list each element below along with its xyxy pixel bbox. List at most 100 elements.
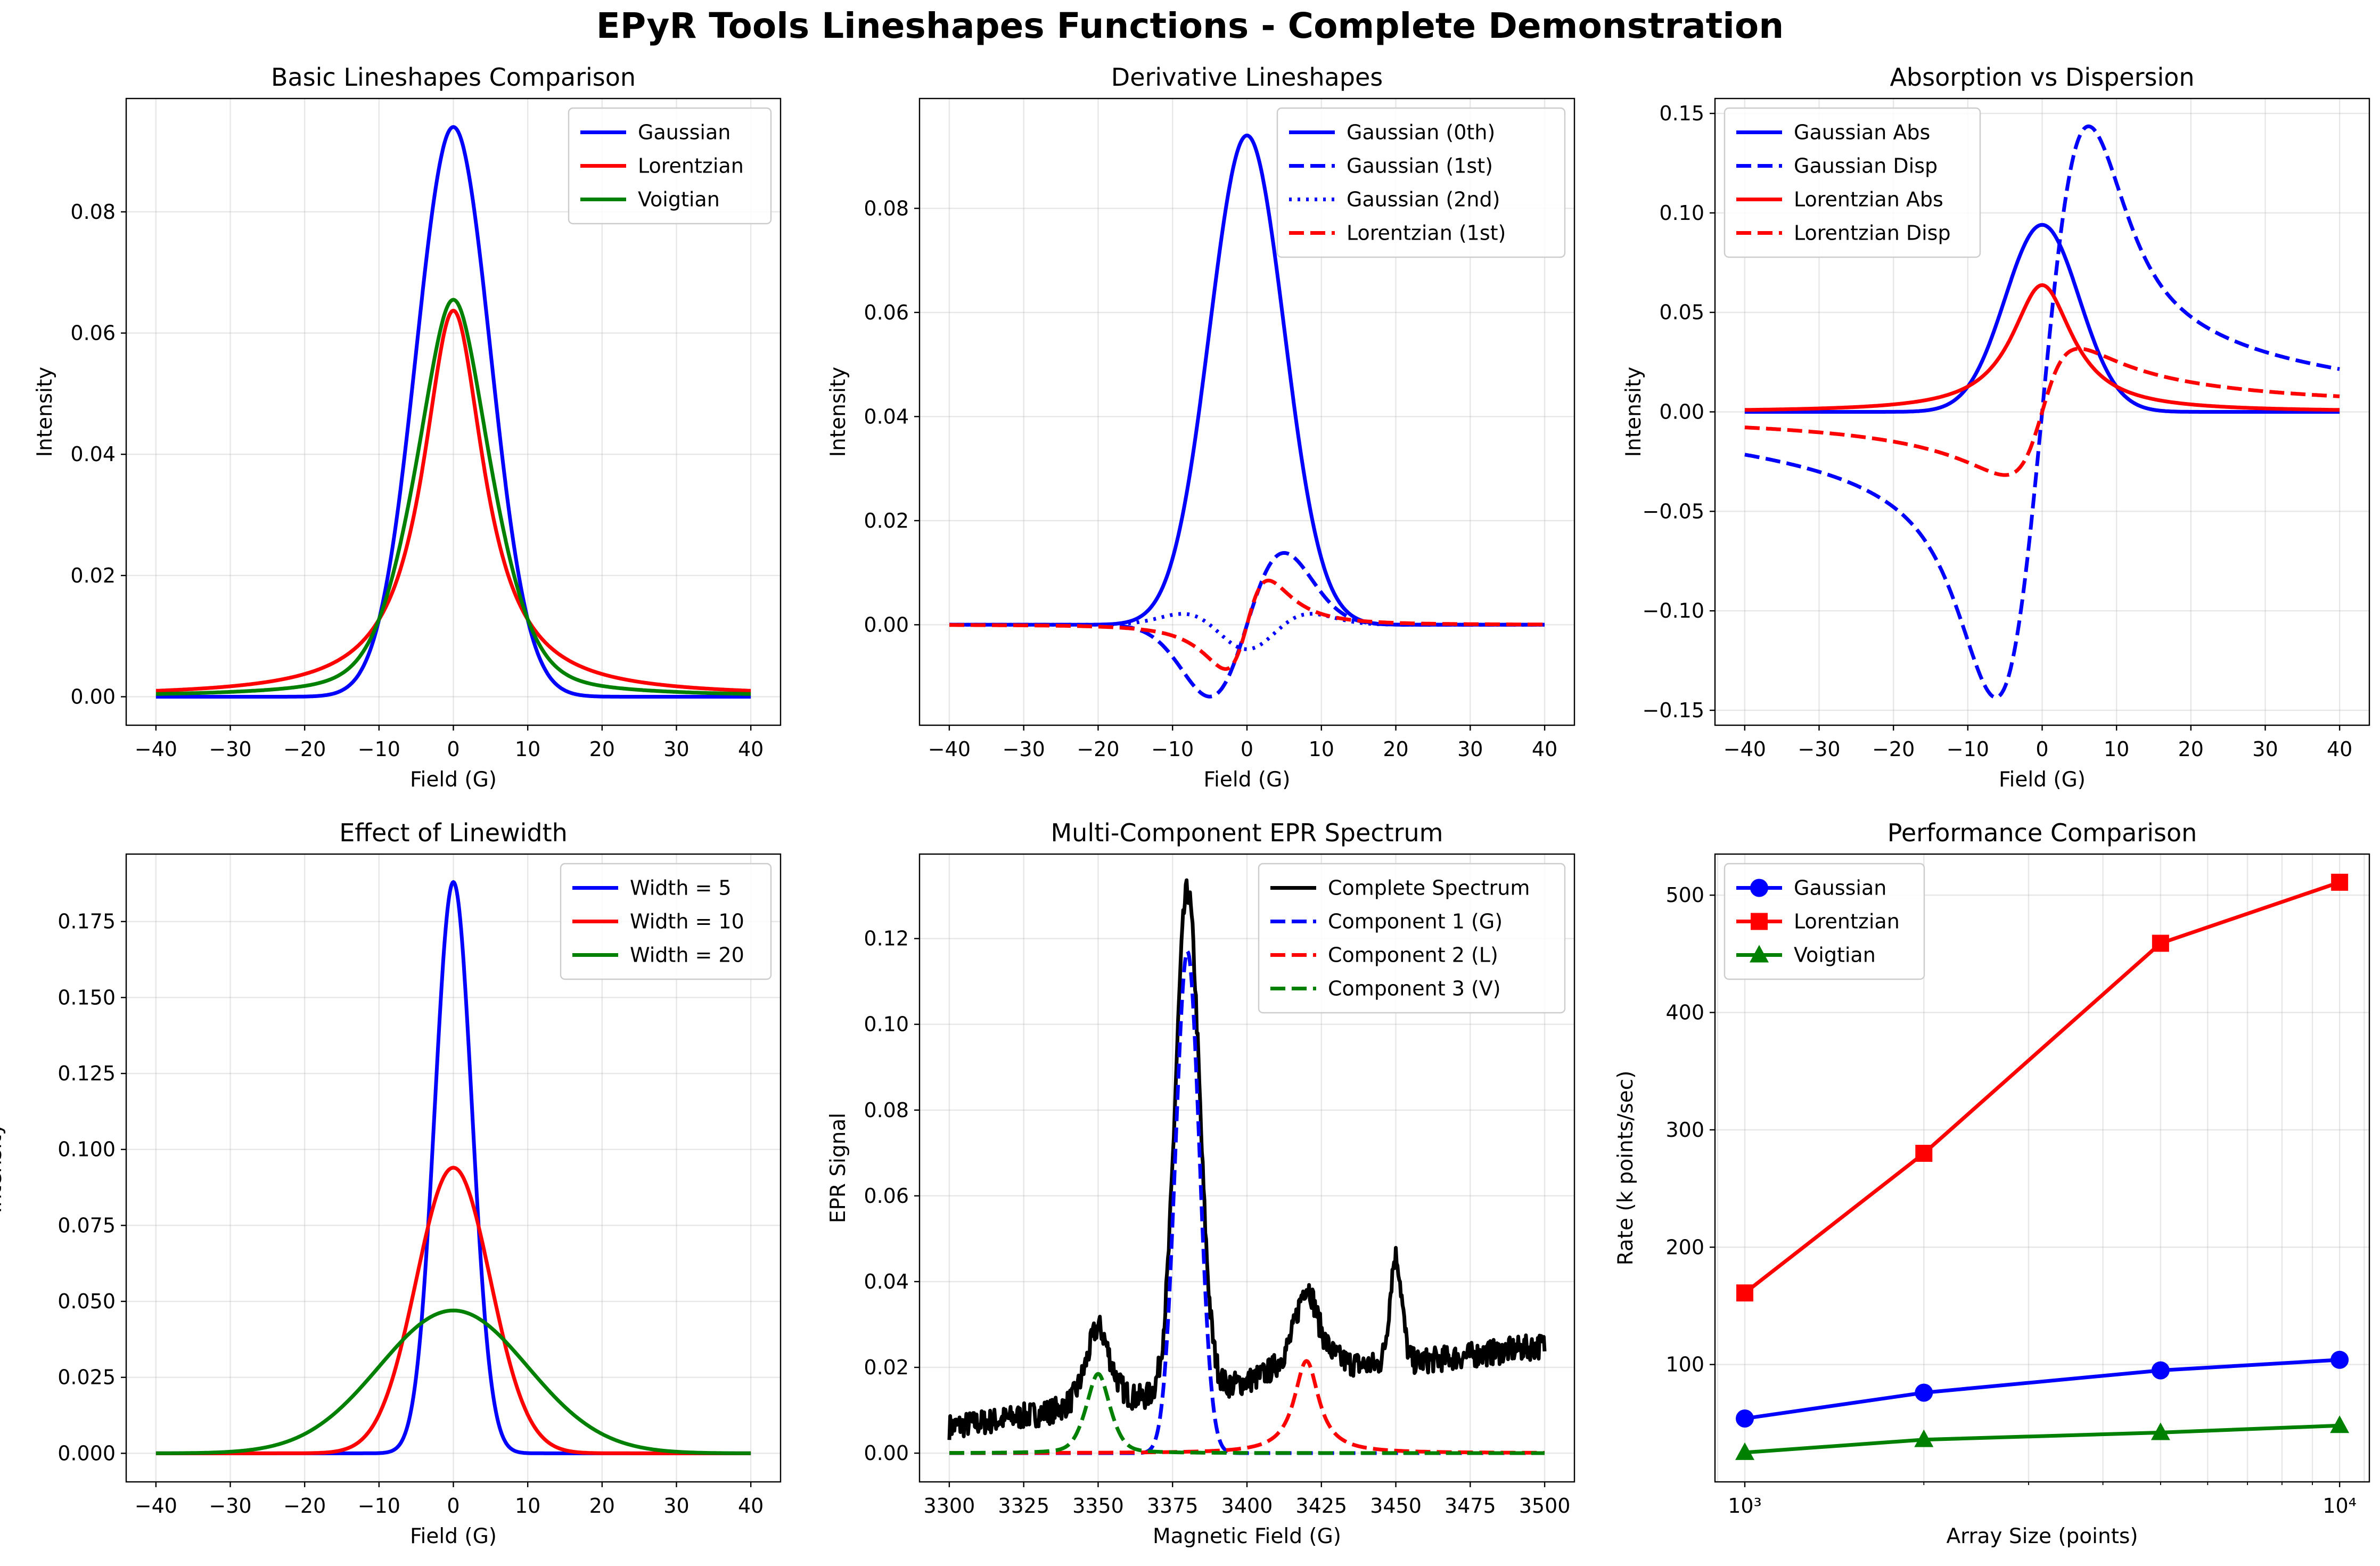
x-tick-label: 0 [2036,737,2048,761]
legend-label: Gaussian Abs [1794,121,1930,144]
x-tick-label: 10 [515,737,540,761]
y-tick-label: 0.000 [58,1441,116,1465]
data-point [1735,1409,1754,1428]
y-tick-label: 0.06 [864,301,909,324]
legend-label: Width = 10 [630,910,744,933]
series-line-1 [1744,1358,2340,1421]
y-tick-label: −0.15 [1643,699,1704,722]
legend-marker [1750,879,1768,897]
x-tick-label: −20 [283,737,326,761]
x-tick-label: −40 [135,1494,177,1518]
x-tick-label: 0 [447,1494,459,1518]
x-tick-label: 30 [663,1494,689,1518]
y-tick-label: 0.04 [864,1270,909,1293]
y-tick-label: 0.00 [864,1441,909,1465]
x-tick-label: −10 [358,1494,400,1518]
subplot-title: Derivative Lineshapes [1111,63,1383,92]
data-point [1736,1284,1753,1302]
x-tick-label: 20 [589,1494,615,1518]
data-point [2331,873,2349,891]
subplot-3: −40 −30 −20 −10 0 10 20 30 40 −0.15 −0.10 −0.05 0.00… [1622,63,2370,792]
subplot-title: Effect of Linewidth [339,818,568,847]
y-tick-label: 0.02 [70,564,116,587]
x-tick-label: 10 [2104,737,2129,761]
x-tick-label: −20 [1077,737,1119,761]
subplot-6: 10³ 10⁴ 100 200 300 400 500 Performance Compari… [1614,818,2370,1548]
x-tick-label: 3325 [998,1494,1049,1518]
legend-frame [560,863,772,980]
y-tick-label: 0.04 [864,405,909,428]
series-line-1 [1744,223,2341,414]
y-tick-label: 0.100 [58,1138,116,1161]
data-point [2151,1422,2170,1440]
series-line-3 [1744,283,2341,412]
subplot-4: −40 −30 −20 −10 0 10 20 30 40 0.000 0.025 0.050 0.07… [0,818,782,1548]
subplot-5: 3300 3325 3350 3375 3400 3425 3450 3475 3500 0.00… [826,818,1575,1548]
y-tick-label: 500 [1665,883,1704,907]
y-tick-label: 0.125 [58,1062,116,1085]
x-tick-label: 3500 [1519,1494,1571,1518]
x-tick-label: −40 [135,737,177,761]
plot-area [1744,124,2341,700]
legend-label: Voigtian [1794,944,1876,967]
x-tick-label: 3375 [1147,1494,1199,1518]
series-line-3 [155,1308,752,1455]
x-tick-label: −10 [1947,737,1989,761]
y-tick-label: 0.08 [864,1098,909,1122]
legend-frame [1724,107,1981,258]
y-tick-label: 0.15 [1659,102,1704,125]
x-tick-label: 30 [1457,737,1483,761]
y-tick-label: 0.02 [864,509,909,532]
series-line-4 [948,1372,1546,1455]
data-point [2330,1350,2349,1369]
legend-label: Width = 5 [630,876,732,900]
legend-frame [1724,863,1925,980]
legend-label: Lorentzian [1794,910,1900,933]
series-line-1 [947,878,1547,1440]
x-tick-label: −40 [928,737,971,761]
subplot-title: Performance Comparison [1887,818,2197,847]
legend: Complete Spectrum Component 1 (G) Componen… [1258,863,1566,1014]
series-line-3 [1744,1423,2340,1455]
subplot-title: Basic Lineshapes Comparison [271,63,636,92]
y-tick-label: 0.06 [70,322,116,345]
x-tick-label: 3475 [1445,1494,1496,1518]
legend-marker [1751,913,1768,930]
x-tick-label: 40 [1532,737,1557,761]
series-line-4 [1744,347,2341,477]
legend-frame [1258,863,1566,1014]
legend-label: Complete Spectrum [1328,876,1530,900]
legend-label: Component 3 (V) [1328,977,1501,1001]
subplot-1: −40 −30 −20 −10 0 10 20 30 40 0.00 0.02 0.04 0.06 0.0… [33,63,782,792]
plot-area [947,878,1547,1455]
x-axis-label: Field (G) [1999,768,2086,792]
x-tick-label: 40 [2327,737,2352,761]
legend-label: Gaussian Disp [1794,154,1938,178]
y-tick-label: −0.10 [1643,599,1704,622]
x-tick-label: 30 [2252,737,2278,761]
y-tick-label: 0.08 [864,196,909,220]
data-point [2330,1415,2350,1433]
plot-area [155,125,752,699]
legend: Gaussian (0th) Gaussian (1st) Gaussian (2n… [1276,107,1566,258]
y-tick-label: 0.00 [864,613,909,636]
x-tick-label: −20 [283,1494,326,1518]
y-axis-label: EPR Signal [826,1113,850,1223]
legend: Width = 5 Width = 10 Width = 20 [560,863,772,980]
x-tick-label: −30 [1003,737,1045,761]
y-tick-label: 0.175 [58,910,116,933]
legend-label: Lorentzian Disp [1794,222,1951,245]
legend-label: Width = 20 [630,944,744,967]
plot-area [1735,873,2350,1460]
legend-marker [1750,945,1769,963]
y-tick-label: 0.10 [864,1013,909,1036]
legend-label: Gaussian (0th) [1347,121,1495,144]
legend-frame [1276,107,1566,258]
series-line-4 [948,578,1546,671]
x-tick-label: −10 [358,737,400,761]
y-tick-label: 200 [1665,1235,1704,1259]
legend-label: Component 1 (G) [1328,910,1503,933]
y-tick-label: 0.06 [864,1184,909,1208]
legend-label: Lorentzian [638,154,744,178]
